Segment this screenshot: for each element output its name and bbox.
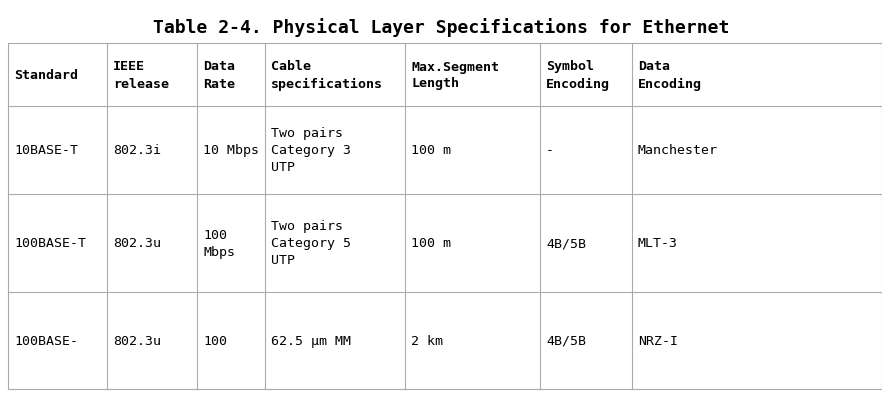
Text: Data
Encoding: Data Encoding xyxy=(638,60,702,90)
Text: Max.Segment
Length: Max.Segment Length xyxy=(411,60,499,90)
Text: 4B/5B: 4B/5B xyxy=(546,334,586,347)
Text: 802.3u: 802.3u xyxy=(113,334,161,347)
Text: 62.5 μm MM: 62.5 μm MM xyxy=(271,334,351,347)
Text: 100BASE-T: 100BASE-T xyxy=(14,237,86,250)
Text: Two pairs
Category 3
UTP: Two pairs Category 3 UTP xyxy=(271,127,351,174)
Text: 100: 100 xyxy=(203,334,227,347)
Text: -: - xyxy=(546,144,554,157)
Text: Two pairs
Category 5
UTP: Two pairs Category 5 UTP xyxy=(271,220,351,267)
Text: 4B/5B: 4B/5B xyxy=(546,237,586,250)
Text: 100BASE-: 100BASE- xyxy=(14,334,78,347)
Text: Symbol
Encoding: Symbol Encoding xyxy=(546,60,610,90)
Text: 2 km: 2 km xyxy=(411,334,443,347)
Text: 100
Mbps: 100 Mbps xyxy=(203,229,235,258)
Text: NRZ-I: NRZ-I xyxy=(638,334,678,347)
Text: Data
Rate: Data Rate xyxy=(203,60,235,90)
Text: Standard: Standard xyxy=(14,69,78,82)
Text: 802.3u: 802.3u xyxy=(113,237,161,250)
Text: Table 2-4. Physical Layer Specifications for Ethernet: Table 2-4. Physical Layer Specifications… xyxy=(153,18,729,37)
Text: 10BASE-T: 10BASE-T xyxy=(14,144,78,157)
Text: IEEE
release: IEEE release xyxy=(113,60,169,90)
Text: 10 Mbps: 10 Mbps xyxy=(203,144,259,157)
Bar xyxy=(8,44,882,389)
Text: MLT-3: MLT-3 xyxy=(638,237,678,250)
Text: Manchester: Manchester xyxy=(638,144,718,157)
Text: 802.3i: 802.3i xyxy=(113,144,161,157)
Text: 100 m: 100 m xyxy=(411,237,451,250)
Text: Cable
specifications: Cable specifications xyxy=(271,60,383,90)
Text: 100 m: 100 m xyxy=(411,144,451,157)
